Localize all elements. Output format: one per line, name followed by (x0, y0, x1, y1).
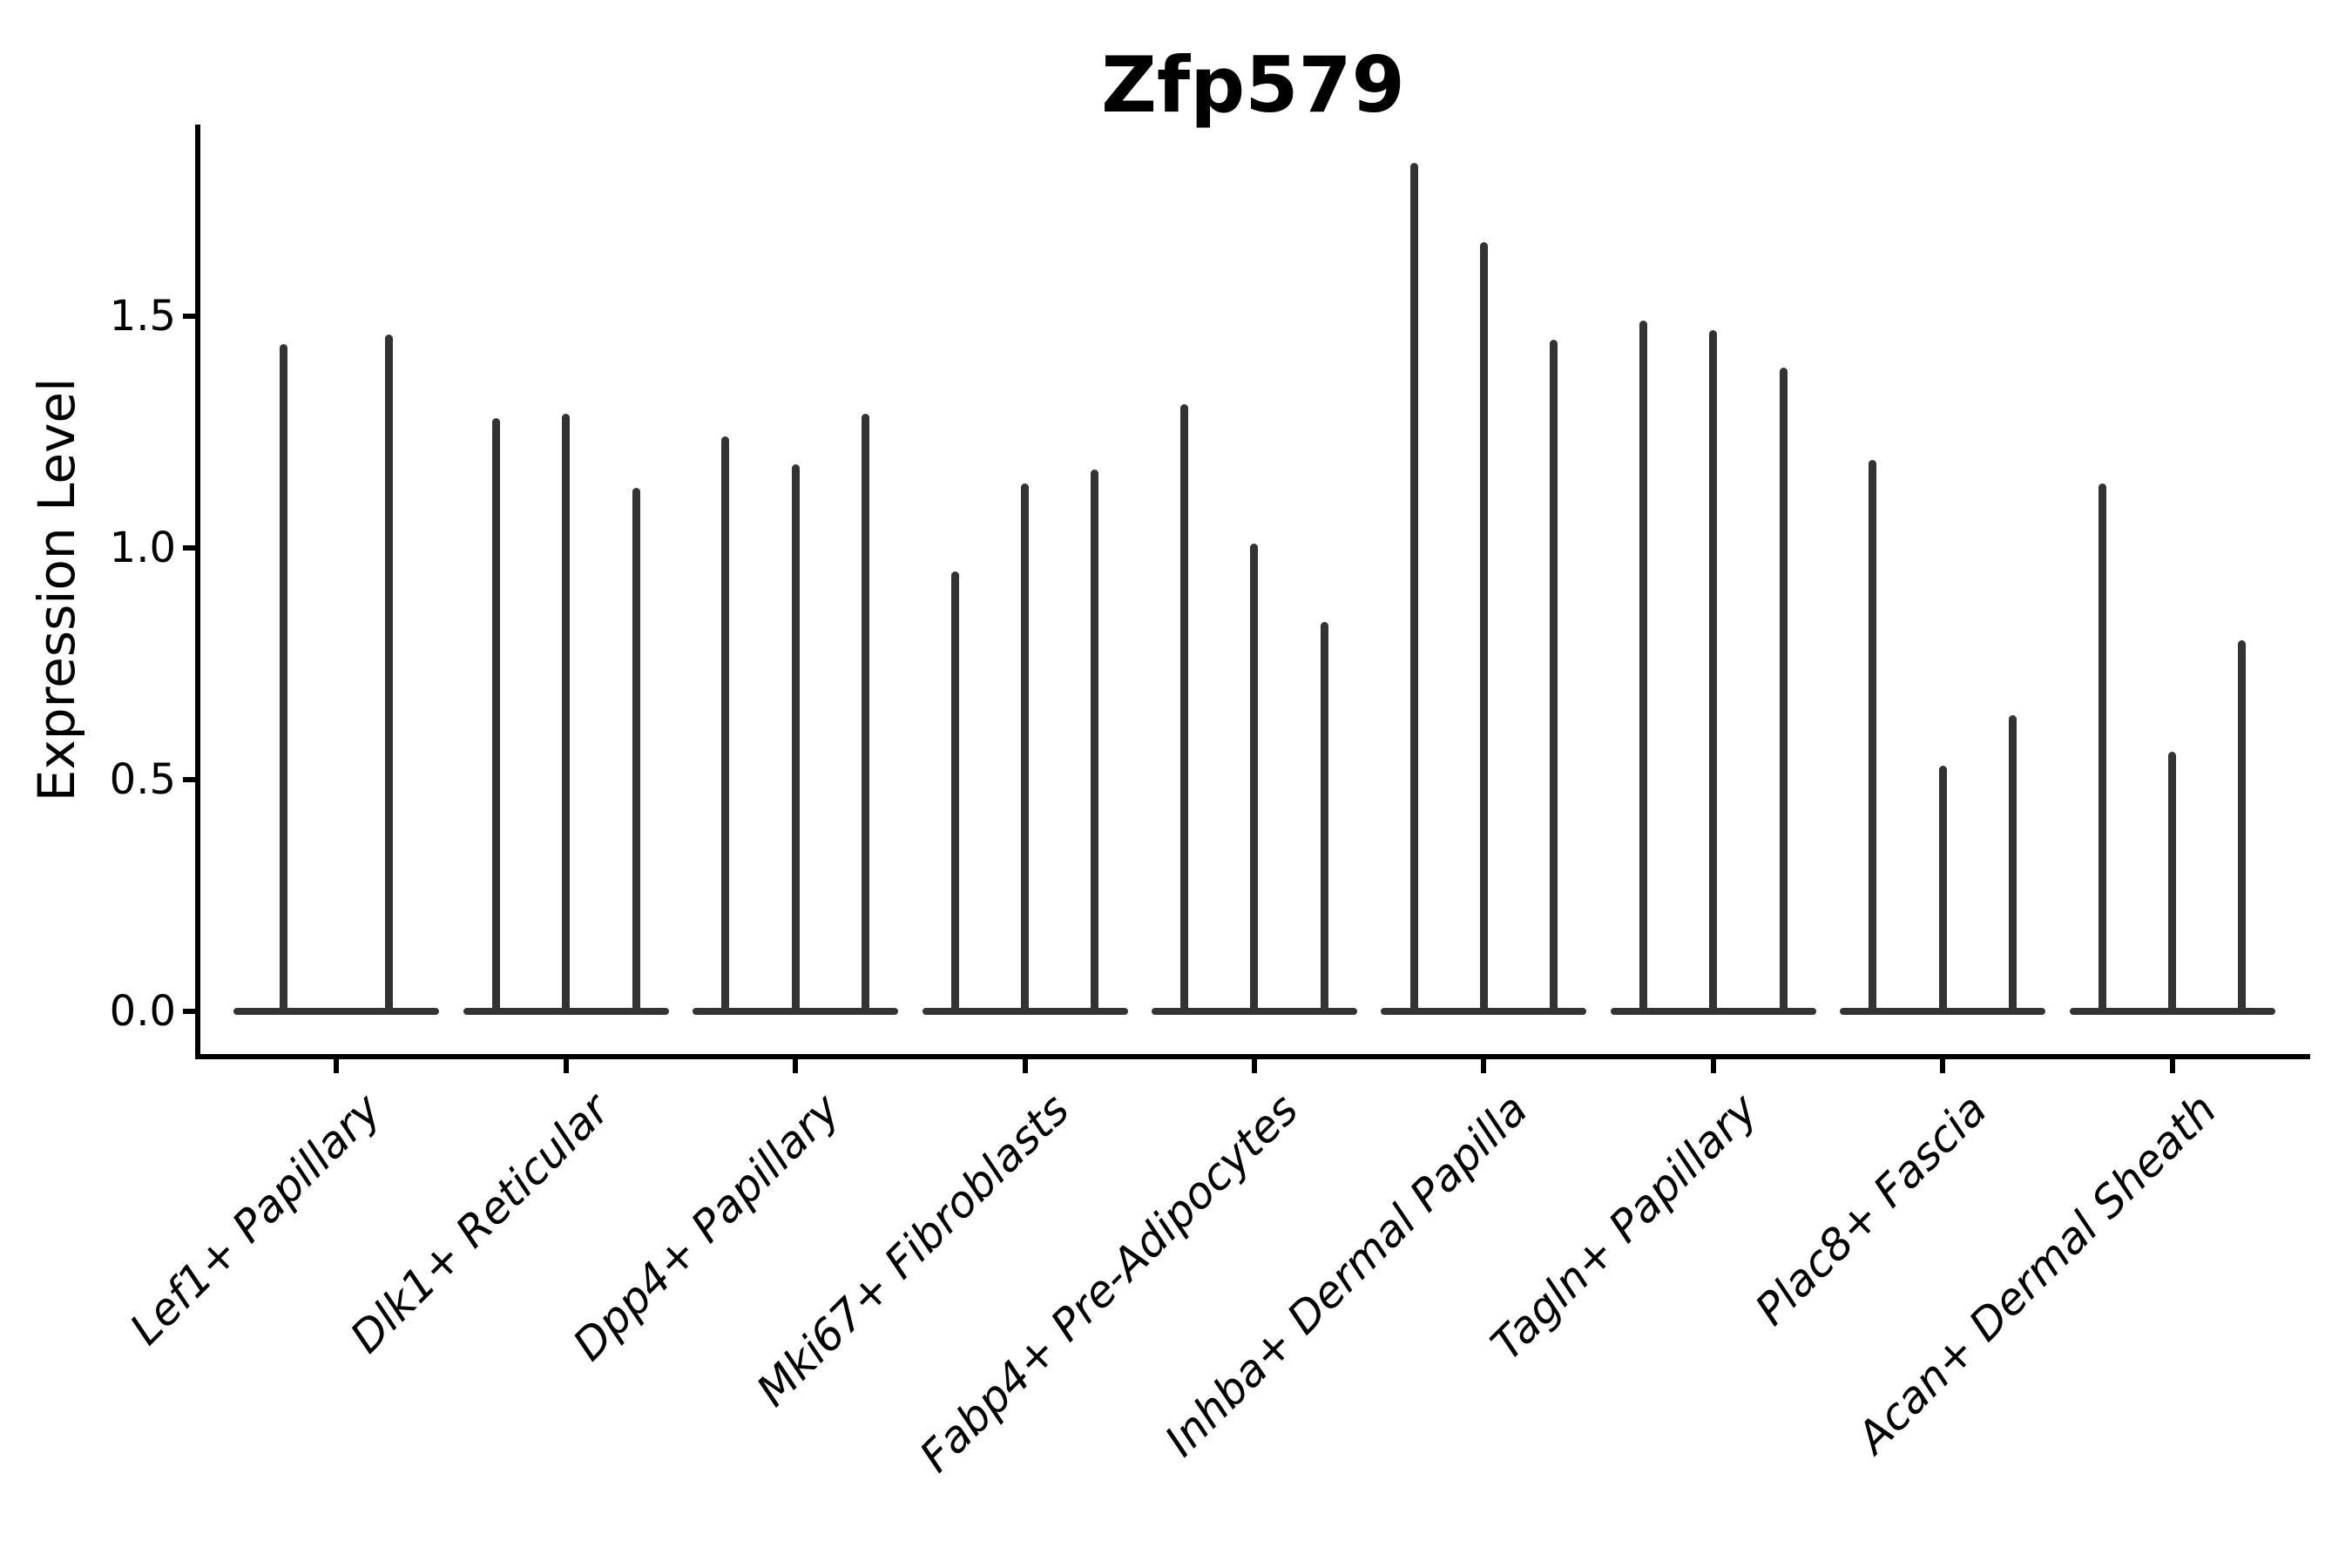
x-tick-label: Lef1+ Papillary (119, 1084, 390, 1355)
violin-spike (385, 335, 394, 1014)
violin-spike (1550, 339, 1558, 1014)
violin-spike (1639, 321, 1647, 1014)
violin-spike (1250, 543, 1259, 1014)
x-axis-spine (195, 1054, 2310, 1059)
violin-spike (1869, 459, 1877, 1014)
y-tick-label: 0.0 (109, 987, 176, 1036)
chart-title: Zfp579 (1101, 40, 1405, 130)
x-tick-mark (334, 1059, 340, 1073)
violin-spike (950, 571, 959, 1014)
violin-spike (721, 436, 730, 1014)
x-tick-mark (1710, 1059, 1716, 1073)
violin-spike (562, 413, 571, 1014)
x-tick-label: Plac8+ Fascia (1745, 1084, 1997, 1335)
violin-spike (1021, 483, 1029, 1014)
violin-spike (1180, 404, 1189, 1014)
violin-spike (2008, 714, 2017, 1014)
y-axis-label: Expression Level (27, 377, 86, 801)
violin-spike (791, 464, 800, 1014)
y-tick-label: 1.5 (109, 292, 176, 341)
y-axis-label-container: Expression Level (9, 125, 105, 1054)
x-tick-mark (563, 1059, 569, 1073)
violin-spike (280, 343, 288, 1014)
violin-spike (1479, 241, 1488, 1014)
y-tick-mark (183, 545, 196, 551)
violin-spike (2238, 640, 2247, 1014)
y-tick-mark (183, 777, 196, 782)
violin-base (233, 1008, 440, 1015)
y-tick-label: 1.0 (109, 524, 176, 572)
x-tick-mark (2169, 1059, 2175, 1073)
x-tick-mark (1022, 1059, 1028, 1073)
y-tick-mark (183, 314, 196, 319)
violin-spike (2168, 752, 2176, 1014)
violin-spike (1320, 622, 1328, 1014)
violin-spike (1409, 163, 1418, 1014)
x-tick-label: Fabp4+ Pre-Adipocytes (909, 1084, 1308, 1483)
violin-spike (861, 413, 869, 1014)
violin-spike (1938, 766, 1947, 1014)
violin-spike (2098, 483, 2106, 1014)
violin-spike (632, 487, 640, 1014)
x-tick-mark (1940, 1059, 1946, 1073)
violin-spike (1709, 329, 1718, 1014)
x-tick-mark (793, 1059, 799, 1073)
y-tick-mark (183, 1009, 196, 1014)
y-tick-label: 0.5 (109, 755, 176, 804)
violin-spike (1779, 367, 1788, 1014)
y-axis-spine (195, 125, 200, 1058)
x-tick-mark (1251, 1059, 1257, 1073)
x-tick-mark (1481, 1059, 1487, 1073)
violin-spike (1091, 469, 1099, 1014)
violin-spike (491, 418, 500, 1014)
